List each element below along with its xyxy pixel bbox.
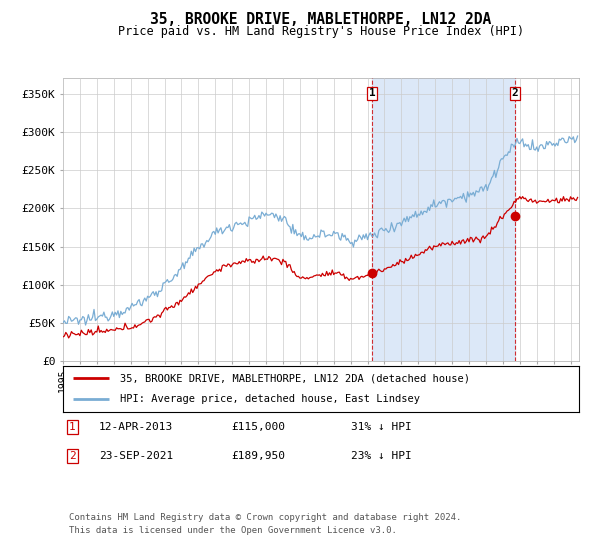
Bar xyxy=(372,78,515,361)
Text: 35, BROOKE DRIVE, MABLETHORPE, LN12 2DA (detached house): 35, BROOKE DRIVE, MABLETHORPE, LN12 2DA … xyxy=(120,373,470,383)
Text: £115,000: £115,000 xyxy=(231,422,285,432)
Text: This data is licensed under the Open Government Licence v3.0.: This data is licensed under the Open Gov… xyxy=(69,526,397,535)
Text: 12-APR-2013: 12-APR-2013 xyxy=(99,422,173,432)
Text: £189,950: £189,950 xyxy=(231,451,285,461)
Text: 2: 2 xyxy=(69,451,76,461)
Text: 23-SEP-2021: 23-SEP-2021 xyxy=(99,451,173,461)
Text: HPI: Average price, detached house, East Lindsey: HPI: Average price, detached house, East… xyxy=(120,394,420,404)
Text: 1: 1 xyxy=(69,422,76,432)
Text: Contains HM Land Registry data © Crown copyright and database right 2024.: Contains HM Land Registry data © Crown c… xyxy=(69,513,461,522)
Text: 2: 2 xyxy=(512,88,518,99)
Text: Price paid vs. HM Land Registry's House Price Index (HPI): Price paid vs. HM Land Registry's House … xyxy=(118,25,524,38)
Text: 23% ↓ HPI: 23% ↓ HPI xyxy=(351,451,412,461)
Text: 31% ↓ HPI: 31% ↓ HPI xyxy=(351,422,412,432)
Text: 1: 1 xyxy=(369,88,376,99)
Text: 35, BROOKE DRIVE, MABLETHORPE, LN12 2DA: 35, BROOKE DRIVE, MABLETHORPE, LN12 2DA xyxy=(151,12,491,27)
